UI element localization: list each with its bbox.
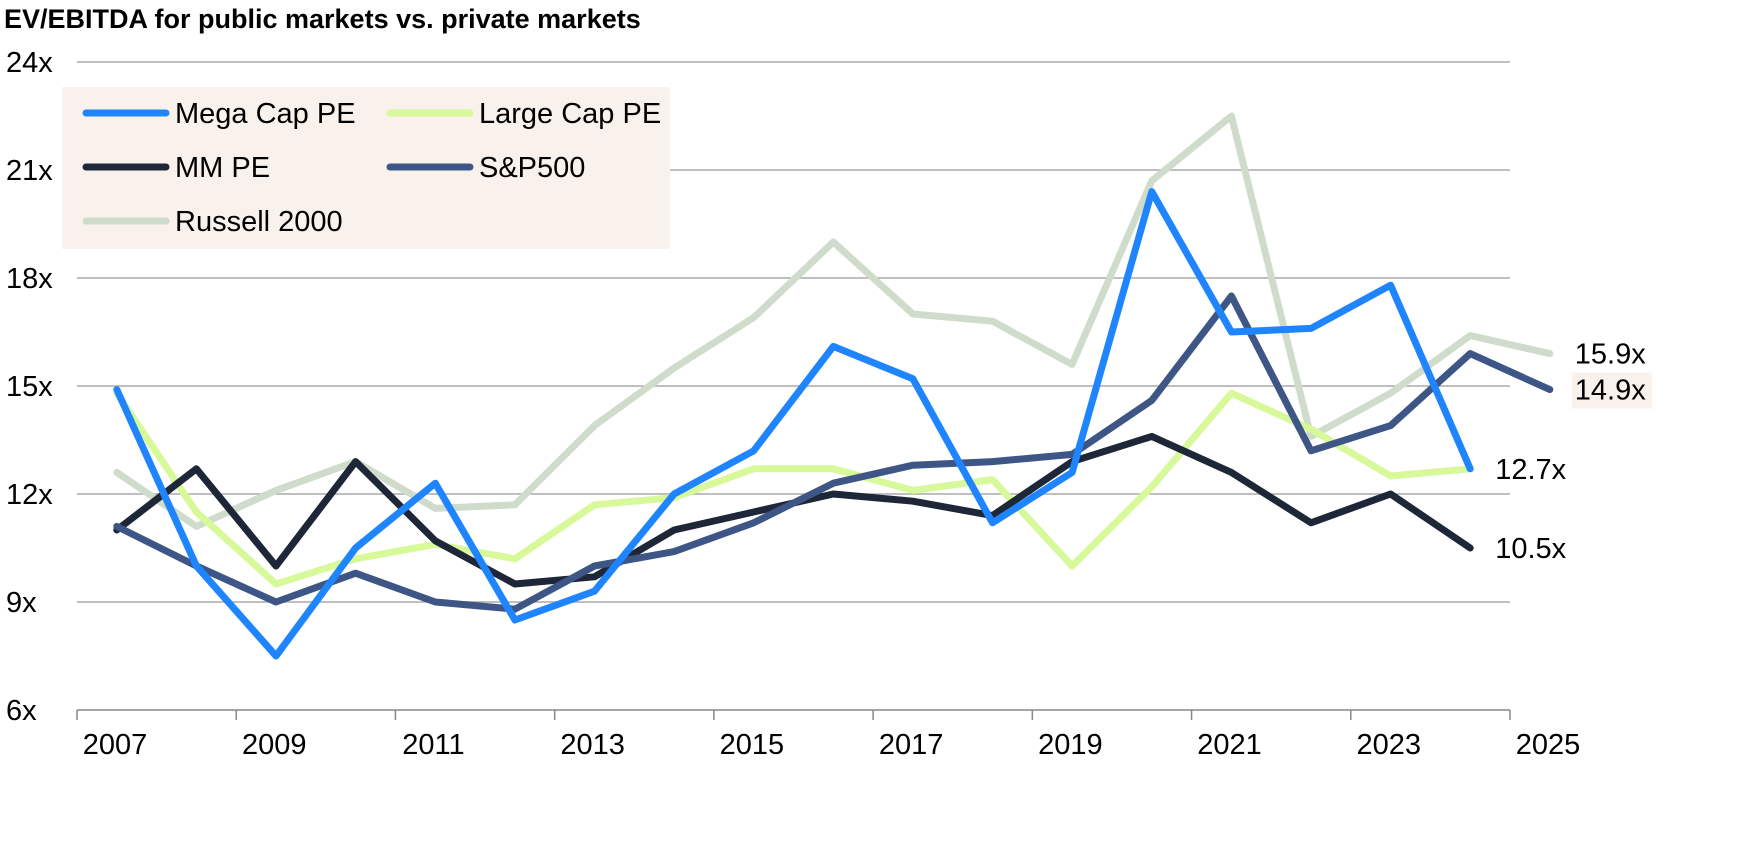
end-label: 12.7x [1495, 454, 1566, 486]
x-tick-label: 2011 [402, 729, 464, 761]
x-tick-label: 2015 [720, 729, 785, 761]
end-label: 14.9x [1575, 375, 1646, 407]
x-tick-label: 2019 [1038, 729, 1103, 761]
x-tick-label: 2007 [83, 729, 148, 761]
series-line [113, 188, 1474, 660]
end-label-background [1571, 372, 1652, 409]
series-line [113, 292, 1554, 613]
y-tick-label: 9x [6, 587, 37, 619]
y-tick-label: 21x [6, 155, 53, 187]
x-tick-label: 2017 [879, 729, 944, 761]
y-tick-label: 15x [6, 371, 53, 403]
series-line [113, 389, 1474, 588]
axes: 6x 9x 12x 15x 18x 21x 24x 2007 2009 2011 2013 2015 2… [6, 47, 1580, 761]
chart-title: EV/EBITDA for public markets vs. private… [4, 4, 641, 34]
x-tick-label: 2009 [242, 729, 307, 761]
y-tick-label: 24x [6, 47, 53, 79]
end-label: 15.9x [1575, 339, 1646, 371]
end-label: 10.5x [1495, 533, 1566, 565]
series-line [113, 432, 1474, 588]
y-tick-label: 18x [6, 263, 53, 295]
legend-label: S&P500 [479, 152, 585, 184]
legend: Mega Cap PE Large Cap PE MM PE S&P500 Russel… [62, 87, 670, 249]
x-tick-label: 2023 [1357, 729, 1422, 761]
legend-label: MM PE [175, 152, 270, 184]
y-tick-label: 6x [6, 695, 37, 727]
legend-label: Mega Cap PE [175, 98, 356, 130]
y-tick-label: 12x [6, 479, 53, 511]
end-labels: 15.9x 10.5x 14.9x 12.7x [1495, 339, 1652, 565]
x-tick-label: 2021 [1197, 729, 1262, 761]
legend-label: Russell 2000 [175, 206, 343, 238]
x-tick-label: 2013 [560, 729, 625, 761]
series-lines [113, 112, 1554, 660]
x-tick-label: 2025 [1516, 729, 1581, 761]
legend-label: Large Cap PE [479, 98, 661, 130]
